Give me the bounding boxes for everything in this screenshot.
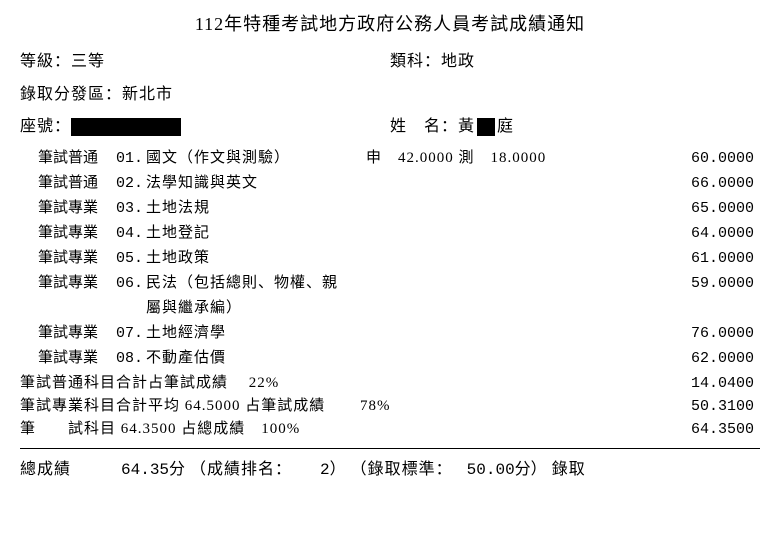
summary-left: 筆試專業科目合計平均 64.5000 占筆試成績	[20, 396, 360, 417]
divider	[20, 448, 760, 449]
final-result: 錄取	[552, 461, 586, 478]
subject-row: 筆試專業08.不動產估價 62.0000	[38, 348, 760, 369]
seat-label: 座號：	[20, 118, 71, 135]
subject-type: 筆試普通	[38, 173, 116, 194]
subject-row: 筆試專業05.土地政策 61.0000	[38, 248, 760, 269]
subject-row: 筆試普通01.國文（作文與測驗）申 42.0000 測 18.000060.00…	[38, 148, 760, 169]
info-row-seat-name: 座號： 姓 名：黃 庭	[20, 116, 760, 138]
subject-type: 筆試專業	[38, 323, 116, 344]
summary-right: 50.3100	[440, 396, 760, 417]
final-rank-label: （成績排名：	[190, 461, 292, 478]
summary-left: 筆試普通科目合計占筆試成績 22%	[20, 373, 360, 394]
name-label: 姓 名：	[390, 118, 458, 135]
subject-num: 05.	[116, 248, 146, 269]
subject-mid: 申 42.0000 測 18.0000	[366, 148, 606, 169]
name-part1: 黃	[458, 118, 475, 135]
final-rank-value: 2）	[320, 461, 346, 479]
subject-name: 土地經濟學	[146, 323, 366, 344]
summary-mid	[360, 373, 440, 394]
region-label: 錄取分發區：	[20, 86, 122, 103]
subject-num: 04.	[116, 223, 146, 244]
subject-name: 土地政策	[146, 248, 366, 269]
summary-list: 筆試普通科目合計占筆試成績 22%14.0400筆試專業科目合計平均 64.50…	[20, 373, 760, 440]
final-label: 總成績	[20, 461, 71, 478]
info-row-grade-category: 等級：三等 類科：地政	[20, 51, 760, 73]
final-standard-label: （錄取標準：	[351, 461, 453, 478]
final-score: 64.35分	[121, 461, 185, 479]
final-row: 總成績 64.35分 （成績排名： 2） （錄取標準： 50.00分） 錄取	[20, 459, 760, 481]
summary-right: 14.0400	[440, 373, 760, 394]
subject-num: 06.	[116, 273, 146, 294]
subjects-list: 筆試普通01.國文（作文與測驗）申 42.0000 測 18.000060.00…	[20, 148, 760, 369]
subject-name-cont: 屬與繼承編）	[146, 298, 760, 319]
subject-num: 08.	[116, 348, 146, 369]
subject-num: 01.	[116, 148, 146, 169]
summary-right: 64.3500	[440, 419, 760, 440]
summary-row: 筆試專業科目合計平均 64.5000 占筆試成績78%50.3100	[20, 396, 760, 417]
name-redacted	[477, 118, 495, 136]
subject-score: 66.0000	[606, 173, 760, 194]
category-value: 地政	[441, 53, 475, 70]
subject-name: 土地登記	[146, 223, 366, 244]
seat-redacted	[71, 118, 181, 136]
info-row-region: 錄取分發區：新北市	[20, 84, 760, 106]
summary-left: 筆 試科目 64.3500 占總成績 100%	[20, 419, 360, 440]
subject-score: 60.0000	[606, 148, 760, 169]
subject-type: 筆試普通	[38, 148, 116, 169]
grade-label: 等級：	[20, 53, 71, 70]
subject-score: 61.0000	[606, 248, 760, 269]
subject-name: 民法（包括總則、物權、親	[146, 273, 366, 294]
summary-row: 筆 試科目 64.3500 占總成績 100% 64.3500	[20, 419, 760, 440]
subject-type: 筆試專業	[38, 348, 116, 369]
subject-name: 國文（作文與測驗）	[146, 148, 366, 169]
grade-value: 三等	[71, 53, 105, 70]
summary-row: 筆試普通科目合計占筆試成績 22% 14.0400	[20, 373, 760, 394]
subject-score: 59.0000	[606, 273, 760, 294]
subject-type: 筆試專業	[38, 273, 116, 294]
summary-mid: 78%	[360, 396, 440, 417]
name-part2: 庭	[497, 118, 514, 135]
summary-mid	[360, 419, 440, 440]
subject-score: 64.0000	[606, 223, 760, 244]
subject-score: 65.0000	[606, 198, 760, 219]
final-standard-value: 50.00分）	[467, 461, 547, 479]
subject-type: 筆試專業	[38, 198, 116, 219]
subject-score: 76.0000	[606, 323, 760, 344]
subject-row: 筆試專業03.土地法規 65.0000	[38, 198, 760, 219]
subject-name: 土地法規	[146, 198, 366, 219]
subject-row: 筆試普通02.法學知識與英文 66.0000	[38, 173, 760, 194]
subject-num: 07.	[116, 323, 146, 344]
subject-type: 筆試專業	[38, 223, 116, 244]
page-title: 112年特種考試地方政府公務人員考試成績通知	[20, 12, 760, 37]
subject-num: 02.	[116, 173, 146, 194]
subject-row: 筆試專業06.民法（包括總則、物權、親 59.0000	[38, 273, 760, 294]
subject-num: 03.	[116, 198, 146, 219]
subject-name: 法學知識與英文	[146, 173, 366, 194]
subject-row: 筆試專業07.土地經濟學 76.0000	[38, 323, 760, 344]
subject-score: 62.0000	[606, 348, 760, 369]
subject-row: 筆試專業04.土地登記 64.0000	[38, 223, 760, 244]
region-value: 新北市	[122, 86, 173, 103]
subject-name: 不動產估價	[146, 348, 366, 369]
subject-type: 筆試專業	[38, 248, 116, 269]
category-label: 類科：	[390, 53, 441, 70]
